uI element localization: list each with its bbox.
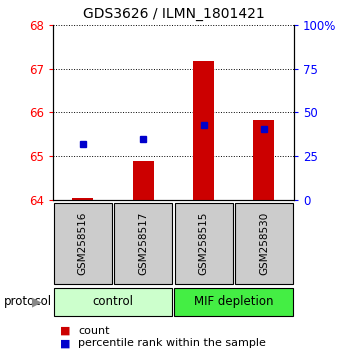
Bar <box>114 202 172 284</box>
Text: ■: ■ <box>59 338 70 348</box>
Bar <box>54 202 112 284</box>
Text: count: count <box>78 326 110 336</box>
Bar <box>174 288 293 316</box>
Text: MIF depletion: MIF depletion <box>194 295 273 308</box>
Bar <box>72 198 94 200</box>
Text: protocol: protocol <box>3 295 52 308</box>
Text: GSM258515: GSM258515 <box>199 212 208 275</box>
Text: GSM258516: GSM258516 <box>78 212 88 275</box>
Text: ▶: ▶ <box>32 295 42 308</box>
Title: GDS3626 / ILMN_1801421: GDS3626 / ILMN_1801421 <box>83 7 264 21</box>
Text: GSM258530: GSM258530 <box>259 212 269 275</box>
Text: GSM258517: GSM258517 <box>138 212 148 275</box>
Text: percentile rank within the sample: percentile rank within the sample <box>78 338 266 348</box>
Bar <box>133 161 154 200</box>
Bar <box>54 288 172 316</box>
Bar <box>193 61 214 200</box>
Bar <box>235 202 293 284</box>
Text: ■: ■ <box>59 326 70 336</box>
Text: control: control <box>92 295 134 308</box>
Bar <box>175 202 233 284</box>
Bar <box>253 120 274 200</box>
